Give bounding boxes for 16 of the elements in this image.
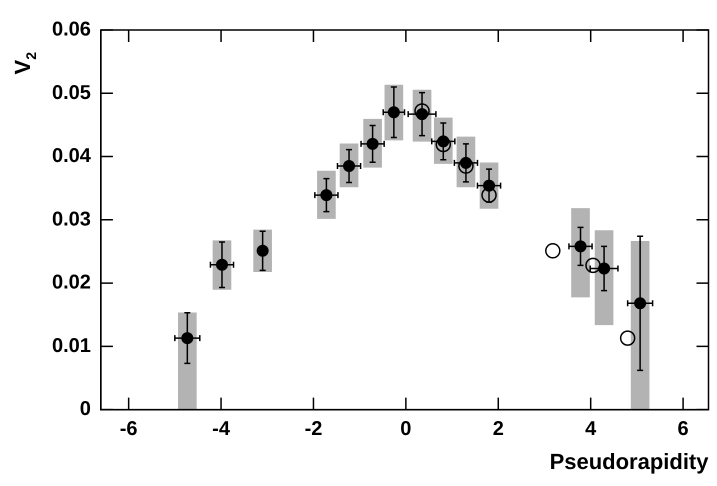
y-tick-label: 0.04: [52, 145, 92, 168]
y-tick-label: 0.06: [52, 18, 91, 41]
x-tick-label: 6: [678, 418, 689, 440]
x-tick-label: 4: [585, 418, 598, 440]
y-axis-title: V2: [10, 52, 39, 74]
x-tick-label: -4: [212, 418, 231, 440]
x-axis-title: Pseudorapidity: [550, 448, 710, 474]
x-tick-label: 0: [400, 418, 412, 440]
y-tick-label: 0: [80, 398, 91, 420]
y-tick-label: 0.01: [52, 334, 91, 357]
y-tick-label: 0.05: [52, 82, 91, 104]
x-tick-label: 2: [492, 418, 504, 440]
x-tick-label: -6: [120, 418, 138, 440]
y-tick-label: 0.03: [52, 208, 91, 230]
x-tick-label: -2: [304, 418, 322, 440]
y-tick-label: 0.02: [52, 272, 91, 294]
